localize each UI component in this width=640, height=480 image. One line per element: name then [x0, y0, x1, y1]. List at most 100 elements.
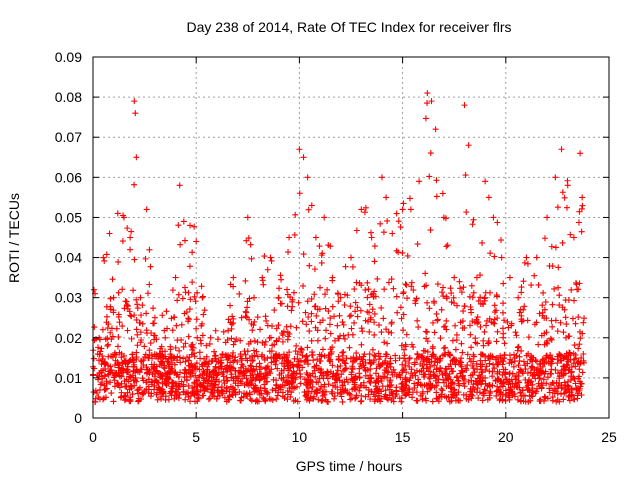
data-point — [362, 204, 369, 211]
data-point — [303, 321, 310, 328]
data-point — [107, 329, 114, 336]
data-point — [319, 346, 326, 353]
data-point — [285, 249, 292, 256]
data-point — [292, 397, 299, 404]
data-point — [103, 313, 110, 320]
data-point — [270, 376, 277, 383]
data-point — [384, 217, 391, 224]
data-point — [445, 376, 452, 383]
data-point — [456, 278, 463, 285]
data-point — [439, 289, 445, 296]
data-point — [535, 380, 542, 387]
data-point — [558, 357, 565, 364]
data-point — [271, 341, 278, 348]
data-point — [198, 382, 205, 389]
data-point — [403, 281, 410, 288]
data-point-peak — [132, 110, 139, 117]
data-point — [387, 384, 394, 391]
data-point — [469, 318, 476, 325]
data-point — [485, 340, 492, 347]
data-point — [292, 211, 299, 218]
data-point — [382, 351, 389, 358]
data-point — [137, 329, 144, 336]
data-point — [251, 352, 258, 359]
data-point — [403, 382, 410, 389]
data-point — [561, 379, 568, 386]
data-point — [348, 369, 355, 376]
data-point-peak — [300, 154, 307, 161]
data-point — [406, 195, 413, 202]
data-point — [96, 351, 103, 358]
data-point-peak — [207, 334, 214, 341]
data-point — [187, 296, 194, 303]
data-point — [579, 202, 586, 209]
data-point — [108, 390, 115, 397]
data-point — [349, 263, 356, 270]
data-point — [300, 282, 307, 289]
data-point — [549, 387, 556, 394]
data-point — [293, 342, 300, 349]
data-point — [128, 228, 135, 235]
data-point — [226, 302, 233, 309]
data-point — [506, 394, 513, 401]
data-point — [308, 295, 315, 302]
data-point — [437, 365, 444, 372]
data-point — [383, 326, 390, 333]
data-point — [207, 395, 214, 402]
data-point — [293, 383, 300, 390]
data-point — [352, 299, 359, 306]
data-point — [552, 317, 559, 324]
data-point — [131, 256, 138, 263]
data-point-peak — [151, 314, 158, 321]
data-point — [189, 385, 196, 392]
data-point — [536, 397, 543, 404]
data-point — [438, 306, 445, 313]
data-point — [154, 389, 161, 396]
data-point — [415, 376, 422, 383]
data-point — [248, 255, 255, 262]
data-point — [422, 270, 429, 277]
data-point — [493, 392, 500, 399]
data-point — [285, 379, 292, 386]
data-point — [410, 287, 417, 294]
data-point-peak — [259, 274, 266, 281]
x-tick-label: 25 — [601, 429, 617, 445]
data-point — [455, 377, 462, 384]
data-point — [172, 344, 179, 351]
data-point — [415, 354, 422, 361]
data-point — [157, 393, 164, 400]
data-point — [151, 332, 158, 339]
data-point — [91, 324, 98, 331]
data-point — [542, 394, 549, 401]
data-point — [226, 392, 233, 399]
data-point — [483, 322, 490, 329]
data-point — [116, 319, 123, 326]
data-point — [529, 364, 536, 371]
data-point — [360, 379, 367, 386]
data-point — [300, 251, 307, 258]
data-point — [547, 358, 554, 365]
data-point — [166, 371, 173, 378]
data-point — [118, 354, 125, 361]
data-point — [552, 366, 559, 373]
data-point — [104, 342, 111, 349]
data-point — [181, 370, 188, 377]
data-point — [559, 239, 566, 246]
data-point — [143, 370, 150, 377]
data-point-peak — [523, 254, 530, 261]
data-point-peak — [110, 294, 117, 301]
data-point — [197, 337, 204, 344]
data-point — [313, 362, 320, 369]
y-tick-label: 0 — [74, 410, 82, 426]
data-point — [353, 279, 360, 286]
data-point — [278, 367, 285, 374]
data-point — [402, 381, 409, 388]
data-point — [135, 390, 142, 397]
data-point-peak — [432, 126, 439, 133]
data-point — [133, 349, 140, 356]
data-point — [455, 397, 462, 404]
data-point — [109, 276, 116, 283]
data-point — [254, 314, 261, 321]
data-point — [318, 252, 325, 259]
